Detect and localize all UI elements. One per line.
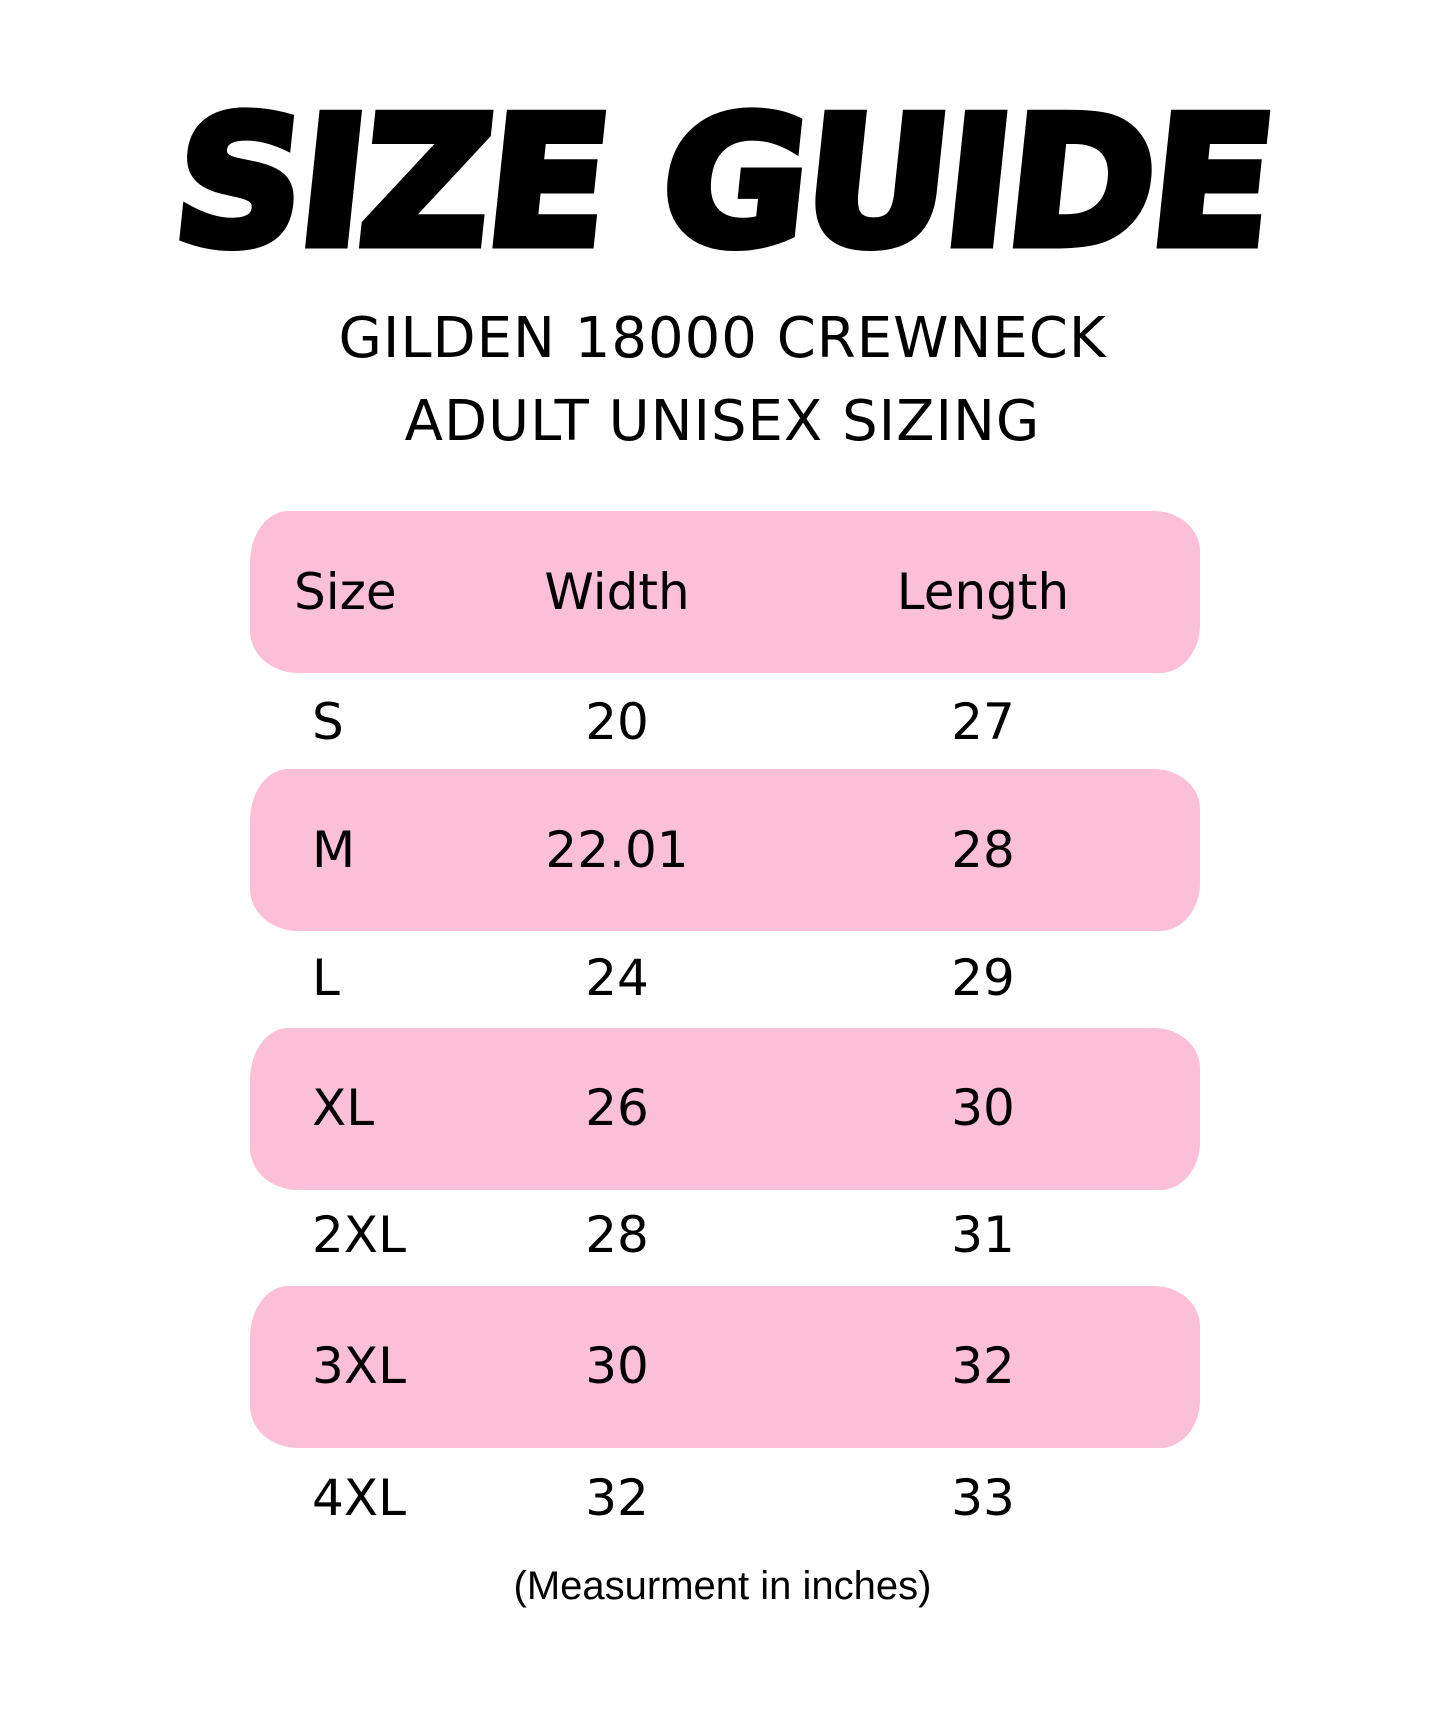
cell-length: 33 [951, 1469, 1015, 1527]
cell-width: 22.01 [545, 821, 689, 879]
cell-width: 28 [585, 1206, 649, 1264]
cell-length: 28 [951, 821, 1015, 879]
cell-length: 31 [951, 1206, 1015, 1264]
cell-length: 30 [951, 1079, 1015, 1137]
cell-size: XL [312, 1079, 375, 1137]
row-band-m [250, 769, 1200, 931]
cell-width: 30 [585, 1337, 649, 1395]
header-size: Size [294, 563, 397, 621]
cell-width: 32 [585, 1469, 649, 1527]
cell-width: 20 [585, 693, 649, 751]
cell-length: 32 [951, 1337, 1015, 1395]
page-title: SIZE GUIDE [161, 75, 1285, 291]
subtitle-sizing: ADULT UNISEX SIZING [404, 389, 1041, 454]
row-band-3xl [250, 1286, 1200, 1448]
cell-size: 4XL [312, 1469, 406, 1527]
row-band-xl [250, 1028, 1200, 1190]
header-length: Length [896, 563, 1070, 621]
cell-width: 24 [585, 949, 649, 1007]
subtitle-product: GILDEN 18000 CREWNECK [338, 306, 1107, 371]
footnote: (Measurment in inches) [513, 1564, 932, 1608]
cell-size: S [312, 693, 344, 751]
cell-size: M [312, 821, 356, 879]
cell-size: 2XL [312, 1206, 406, 1264]
cell-width: 26 [585, 1079, 649, 1137]
cell-size: 3XL [312, 1337, 406, 1395]
header-width: Width [544, 563, 690, 621]
header-band [250, 511, 1200, 673]
cell-length: 27 [951, 693, 1015, 751]
cell-length: 29 [951, 949, 1015, 1007]
cell-size: L [312, 949, 340, 1007]
